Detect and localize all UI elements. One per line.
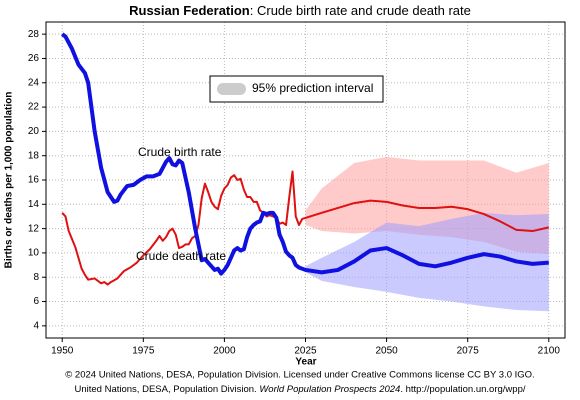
x-tick-label: 1975 [132, 346, 155, 357]
plot-frame [45, 21, 566, 339]
y-tick-label: 6 [33, 296, 39, 307]
x-tick-label: 1950 [51, 346, 74, 357]
y-tick-label: 14 [28, 199, 40, 210]
legend-swatch [217, 83, 246, 95]
y-tick-label: 8 [33, 272, 39, 283]
x-tick-label: 2075 [457, 346, 480, 357]
legend-label: 95% prediction interval [252, 81, 373, 95]
footer-line: © 2024 United Nations, DESA, Population … [65, 370, 534, 381]
y-axis-label: Births or deaths per 1,000 population [4, 92, 15, 269]
series-line [61, 32, 549, 276]
y-tick-label: 16 [28, 175, 40, 186]
chart-title-rest: : Crude birth rate and crude death rate [250, 3, 471, 18]
chart-title-country: Russian Federation [129, 3, 250, 18]
footer-part: . http://population.un.org/wpp/ [400, 384, 526, 395]
x-tick-label: 2100 [538, 346, 561, 357]
x-axis-label: Year [295, 357, 316, 368]
y-tick-label: 12 [28, 223, 40, 234]
footer-part: United Nations, DESA, Population Divisio… [75, 384, 260, 395]
y-tick-label: 24 [28, 77, 40, 88]
x-tick-label: 2050 [375, 346, 398, 357]
y-tick-label: 4 [33, 320, 39, 331]
y-tick-label: 26 [28, 53, 40, 64]
x-tick-label: 2025 [294, 346, 317, 357]
footer-part: World Population Prospects 2024 [259, 384, 400, 395]
y-tick-label: 28 [28, 29, 40, 40]
footer-line: United Nations, DESA, Population Divisio… [75, 384, 526, 395]
y-tick-label: 20 [28, 126, 40, 137]
chart-title: Russian Federation: Crude birth rate and… [129, 3, 471, 18]
series-line [61, 170, 550, 286]
annotation: Crude birth rate [138, 145, 222, 159]
y-tick-label: 18 [28, 150, 40, 161]
x-tick-label: 2000 [213, 346, 236, 357]
annotation: Crude death rate [136, 249, 226, 263]
prediction-band [305, 212, 549, 312]
y-tick-label: 22 [28, 102, 40, 113]
y-tick-label: 10 [28, 248, 40, 259]
